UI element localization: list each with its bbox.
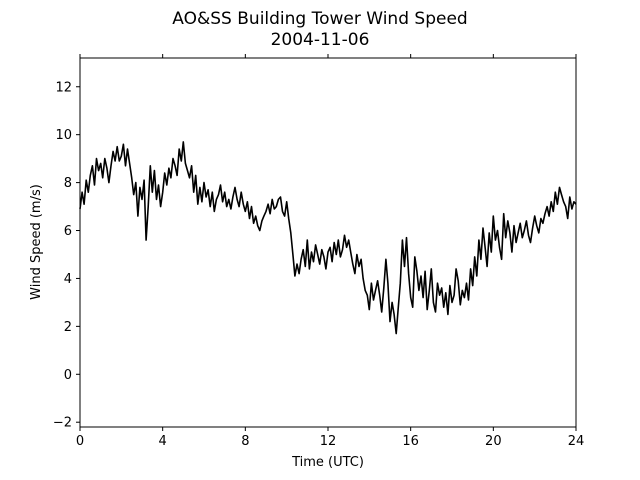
chart-title: AO&SS Building Tower Wind Speed (172, 9, 467, 29)
y-tick-label: 12 (55, 80, 72, 95)
plot-frame (79, 57, 577, 428)
x-tick-label: 8 (241, 434, 249, 449)
x-tick-label: 20 (485, 434, 502, 449)
y-tick-label: 10 (55, 128, 72, 143)
chart-subtitle: 2004-11-06 (271, 30, 370, 50)
wind-speed-series-line (79, 141, 577, 335)
x-tick-label: 24 (568, 434, 585, 449)
y-tick-label: 6 (64, 224, 72, 239)
y-tick-label: 4 (64, 272, 72, 287)
y-tick-label: −2 (53, 416, 72, 431)
y-tick-label: 2 (64, 320, 72, 335)
x-axis-label: Time (UTC) (291, 455, 364, 470)
axis-ticks (76, 54, 577, 431)
y-tick-label: 0 (64, 368, 72, 383)
x-tick-label: 16 (402, 434, 419, 449)
x-tick-label: 12 (320, 434, 337, 449)
x-tick-label: 4 (159, 434, 167, 449)
y-axis-label: Wind Speed (m/s) (29, 184, 44, 300)
y-tick-label: 8 (64, 176, 72, 191)
x-tick-label: 0 (76, 434, 84, 449)
